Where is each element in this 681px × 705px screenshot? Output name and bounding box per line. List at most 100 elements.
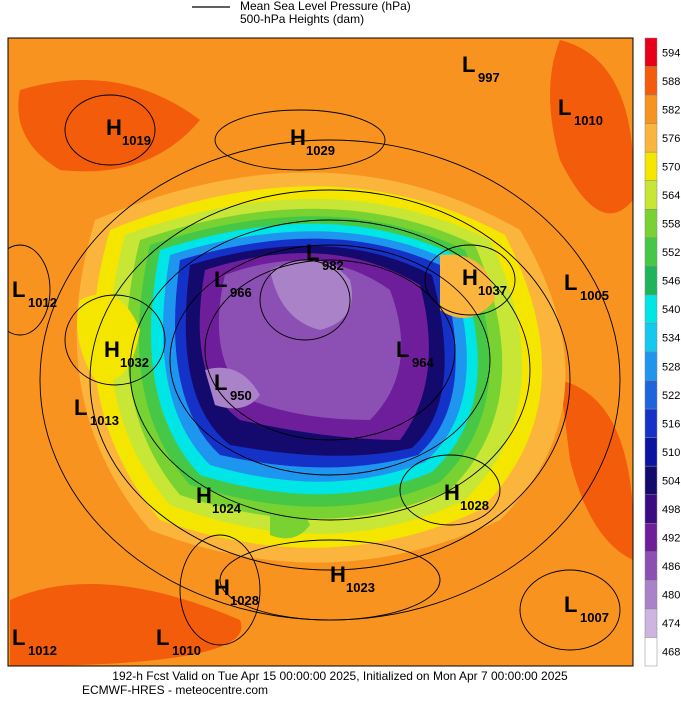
colorbar-cell <box>644 580 658 610</box>
map-frame <box>7 37 634 667</box>
colorbar-tick-label: 504 <box>662 475 680 487</box>
center-pressure: 1028 <box>230 593 259 608</box>
contour-line <box>129 219 531 521</box>
colorbar-tick-label: 510 <box>662 447 680 459</box>
center-type: H <box>106 115 122 140</box>
colorbar-cell <box>644 465 658 495</box>
center-pressure: 1007 <box>580 610 609 625</box>
center-type: H <box>214 575 230 600</box>
contour-line <box>179 534 261 646</box>
center-type: L <box>558 95 571 120</box>
center-pressure: 1013 <box>90 413 119 428</box>
colorbar-cell <box>644 94 658 124</box>
colorbar-tick-label: 582 <box>662 104 680 116</box>
colorbar-tick-label: 528 <box>662 361 680 373</box>
colorbar-tick-label: 486 <box>662 561 680 573</box>
center-pressure: 1010 <box>574 113 603 128</box>
contour-line <box>399 454 501 526</box>
colorbar-cell <box>644 180 658 210</box>
height-shading <box>440 254 495 318</box>
colorbar-tick-label: 522 <box>662 390 680 402</box>
colorbar-tick-label: 474 <box>662 618 680 630</box>
colorbar-cell <box>644 608 658 638</box>
center-type: H <box>462 265 478 290</box>
colorbar-tick-label: 576 <box>662 133 680 145</box>
center-pressure: 1005 <box>580 288 609 303</box>
contour-line <box>219 539 441 621</box>
center-type: L <box>156 625 169 650</box>
height-shading <box>18 80 200 172</box>
contour-line <box>424 244 516 316</box>
colorbar-tick-label: 492 <box>662 533 680 545</box>
center-pressure: 1024 <box>212 501 242 516</box>
center-pressure: 966 <box>230 285 252 300</box>
height-shading <box>205 367 260 409</box>
height-shading <box>560 380 633 560</box>
center-type: H <box>196 483 212 508</box>
contour-line <box>169 244 491 476</box>
center-type: L <box>564 270 577 295</box>
legend-text: 500-hPa Heights (dam) <box>240 12 364 26</box>
center-type: L <box>214 370 227 395</box>
colorbar-cell <box>644 351 658 381</box>
contour-line <box>259 259 351 341</box>
center-pressure: 1029 <box>306 143 335 158</box>
height-shading <box>550 40 633 214</box>
center-pressure: 1032 <box>120 355 149 370</box>
height-shading <box>218 260 402 420</box>
center-pressure: 997 <box>478 70 500 85</box>
legend-text: Mean Sea Level Pressure (hPa) <box>240 0 411 13</box>
colorbar-cell <box>644 408 658 438</box>
center-pressure: 964 <box>412 355 434 370</box>
colorbar-tick-label: 594 <box>662 47 680 59</box>
center-type: L <box>564 592 577 617</box>
colorbar-cell <box>644 123 658 153</box>
colorbar-cell <box>644 437 658 467</box>
colorbar-tick-label: 564 <box>662 190 680 202</box>
center-pressure: 1019 <box>122 133 151 148</box>
colorbar-tick-label: 498 <box>662 504 680 516</box>
colorbar: 594 588 582 576 570 564 558 552 546 540 534 528 522 5… <box>644 37 680 667</box>
colorbar-cell <box>644 266 658 296</box>
colorbar-cell <box>644 209 658 239</box>
colorbar-cell <box>644 637 658 667</box>
center-type: H <box>444 480 460 505</box>
contour-line <box>89 189 571 571</box>
center-type: L <box>12 625 25 650</box>
colorbar-tick-label: 516 <box>662 418 680 430</box>
center-type: H <box>104 337 120 362</box>
center-pressure: 1012 <box>28 643 57 658</box>
center-type: H <box>330 562 346 587</box>
center-type: L <box>396 337 409 362</box>
colorbar-tick-label: 570 <box>662 161 680 173</box>
colorbar-cell <box>644 294 658 324</box>
colorbar-tick-label: 480 <box>662 590 680 602</box>
center-pressure: 1010 <box>172 643 201 658</box>
colorbar-cell <box>644 551 658 581</box>
colorbar-cell <box>644 523 658 553</box>
colorbar-cell <box>644 323 658 353</box>
colorbar-cell <box>644 494 658 524</box>
center-type: L <box>306 240 319 265</box>
colorbar-tick-label: 546 <box>662 276 680 288</box>
center-pressure: 1028 <box>460 498 489 513</box>
center-pressure: 1012 <box>28 295 57 310</box>
center-pressure: 982 <box>322 258 344 273</box>
center-type: L <box>74 395 87 420</box>
height-shading <box>10 584 242 666</box>
footer-text: ECMWF-HRES - meteocentre.com <box>82 683 268 697</box>
center-pressure: 1037 <box>478 283 507 298</box>
height-shading <box>270 259 352 330</box>
colorbar-cell <box>644 237 658 267</box>
footer-text: 192-h Fcst Valid on Tue Apr 15 00:00:00 … <box>112 669 568 683</box>
center-type: L <box>462 52 475 77</box>
colorbar-tick-label: 534 <box>662 333 680 345</box>
contour-line <box>204 259 456 441</box>
colorbar-cell <box>644 37 658 67</box>
height-shading <box>77 294 140 382</box>
center-pressure: 950 <box>230 388 252 403</box>
contour-line <box>214 109 386 171</box>
center-type: H <box>290 125 306 150</box>
center-pressure: 1023 <box>346 580 375 595</box>
colorbar-tick-label: 468 <box>662 647 680 659</box>
